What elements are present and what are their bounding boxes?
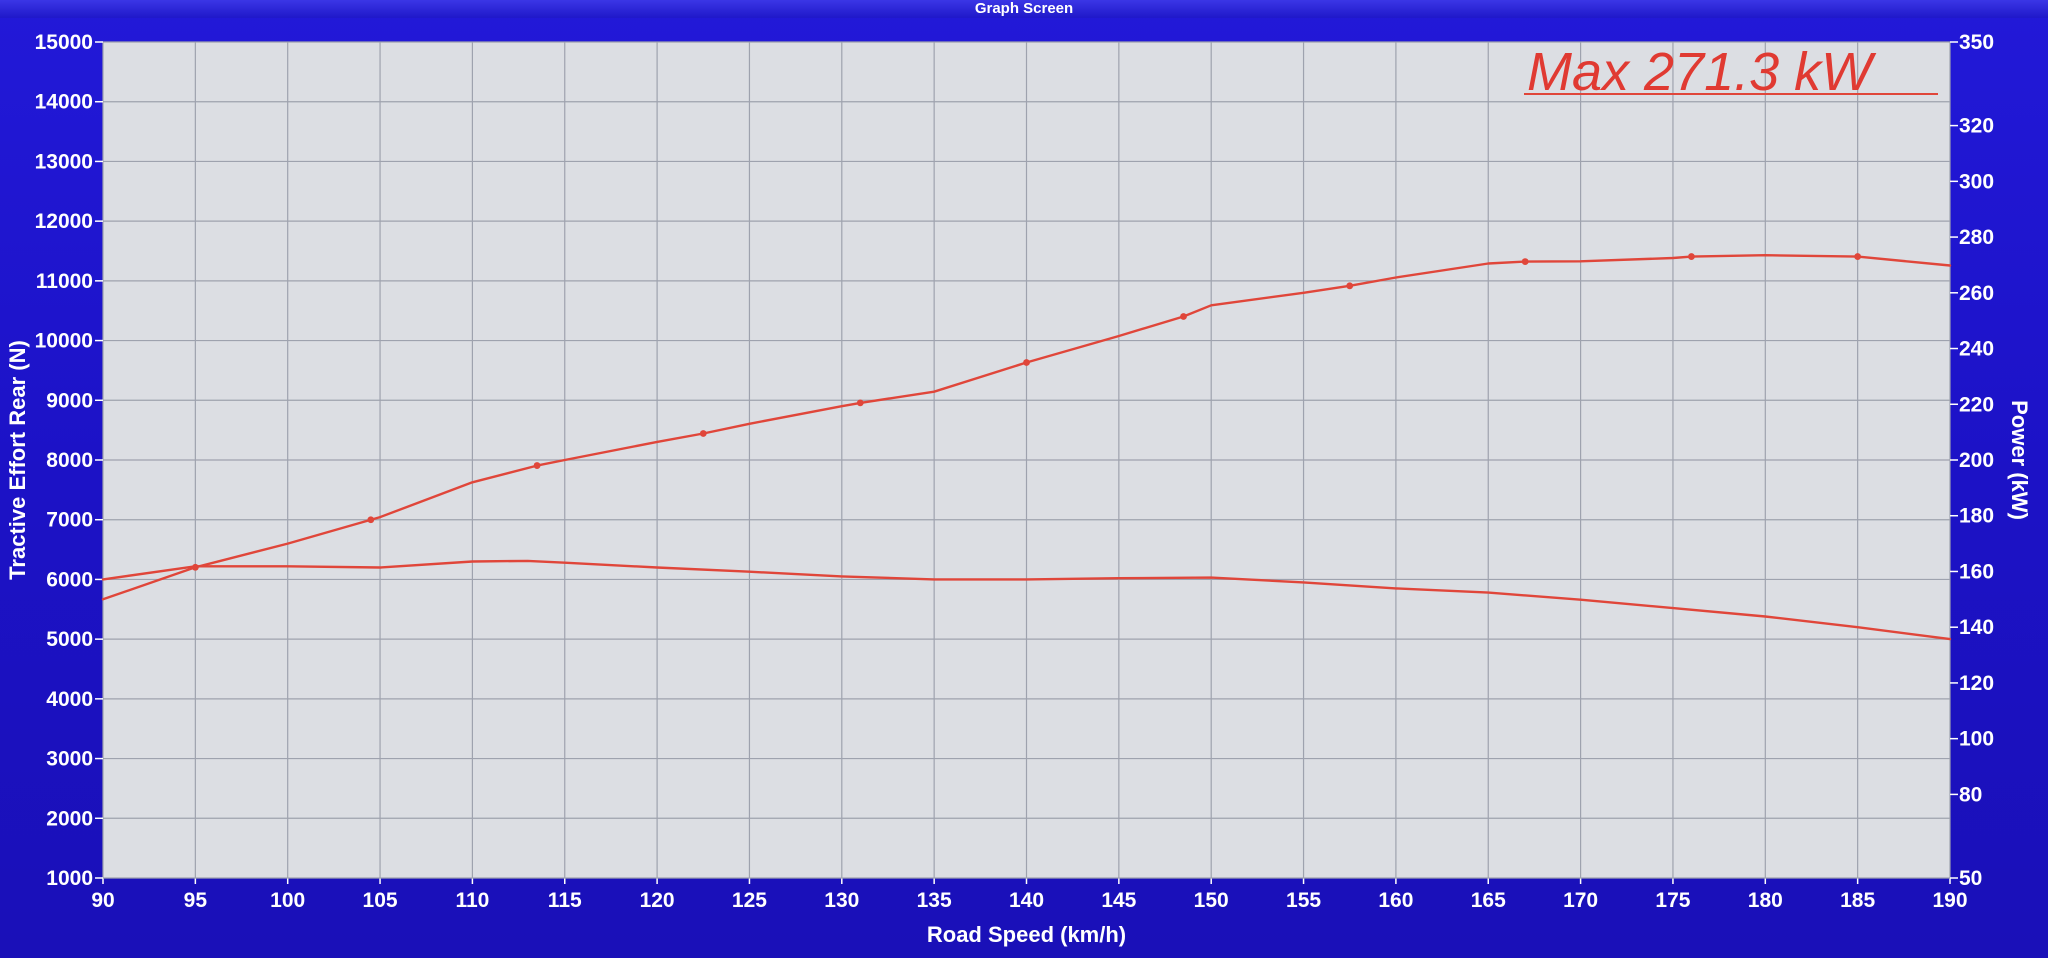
y-right-tick-label: 140 (1959, 616, 1994, 639)
x-tick-label: 165 (1471, 889, 1506, 912)
x-tick-label: 115 (548, 889, 582, 912)
y-left-tick-label: 5000 (46, 628, 93, 651)
y-left-tick-label: 7000 (46, 509, 93, 532)
y-right-tick-label: 220 (1959, 393, 1994, 416)
y-right-tick-label: 50 (1959, 867, 1982, 890)
power-series-marker (856, 399, 864, 407)
y-axis-right-label: Power (kW) (2007, 400, 2032, 520)
x-tick-label: 105 (363, 889, 398, 912)
y-left-tick-label: 11000 (36, 270, 93, 293)
x-tick-label: 175 (1655, 889, 1690, 912)
power-series-marker (1521, 258, 1529, 265)
power-series-marker (533, 462, 541, 469)
power-series-marker (1854, 253, 1862, 260)
power-series-marker (1688, 253, 1695, 260)
y-left-tick-label: 4000 (46, 688, 93, 711)
y-left-tick-label: 15000 (35, 31, 93, 54)
x-axis-label: Road Speed (km/h) (927, 922, 1126, 947)
x-tick-label: 125 (732, 889, 767, 912)
tractive-effort-series-line (101, 559, 1952, 641)
y-left-tick-label: 12000 (35, 210, 93, 233)
x-tick-label: 140 (1009, 889, 1044, 912)
x-tick-label: 100 (270, 889, 305, 912)
x-tick-label: 135 (917, 889, 952, 912)
y-left-tick-label: 14000 (35, 91, 93, 114)
power-series-marker (1023, 359, 1030, 366)
series-layer (101, 253, 1952, 641)
y-right-tick-label: 280 (1959, 226, 1994, 249)
tick-labels: 90 95 100 105 110 115 120 125 130 135 140 145 150 155… (35, 31, 1994, 912)
max-power-annotation: Max 271.3 kW (1527, 42, 1877, 102)
y-right-tick-label: 80 (1959, 783, 1982, 806)
power-series-marker (367, 516, 375, 524)
x-tick-label: 120 (640, 889, 675, 912)
x-tick-label: 160 (1378, 889, 1413, 912)
y-left-tick-label: 13000 (35, 150, 93, 173)
y-right-tick-label: 100 (1959, 728, 1994, 751)
y-right-tick-label: 120 (1959, 672, 1994, 695)
y-right-tick-label: 240 (1959, 338, 1994, 361)
y-left-tick-label: 8000 (46, 449, 93, 472)
y-left-tick-label: 1000 (46, 867, 93, 890)
y-left-tick-label: 10000 (35, 330, 93, 353)
y-right-tick-label: 160 (1959, 560, 1994, 583)
x-tick-label: 150 (1194, 889, 1229, 912)
y-axis-left-label: Tractive Effort Rear (N) (5, 340, 30, 580)
power-series-marker (1180, 313, 1187, 320)
x-tick-label: 185 (1840, 889, 1875, 912)
x-tick-label: 90 (91, 889, 114, 912)
x-tick-label: 170 (1563, 889, 1598, 912)
y-right-tick-label: 320 (1959, 115, 1994, 138)
x-tick-label: 155 (1286, 889, 1321, 912)
window-title: Graph Screen (0, 0, 2048, 18)
y-left-tick-label: 6000 (46, 568, 93, 591)
power-series-marker (699, 430, 707, 437)
y-right-tick-label: 180 (1959, 505, 1994, 528)
y-right-tick-label: 200 (1959, 449, 1994, 472)
x-tick-label: 145 (1101, 889, 1136, 912)
x-tick-label: 130 (824, 889, 859, 912)
x-tick-label: 95 (184, 889, 208, 912)
power-series-marker (1346, 282, 1354, 290)
y-right-tick-label: 260 (1959, 282, 1994, 305)
y-left-tick-label: 3000 (46, 748, 93, 771)
y-right-tick-label: 350 (1959, 31, 1994, 54)
power-series-line (101, 253, 1952, 601)
x-tick-label: 190 (1932, 889, 1967, 912)
x-tick-label: 110 (455, 889, 489, 912)
y-right-tick-label: 300 (1959, 170, 1994, 193)
y-left-tick-label: 9000 (46, 389, 93, 412)
y-left-tick-label: 2000 (46, 807, 93, 830)
x-tick-label: 180 (1748, 889, 1783, 912)
